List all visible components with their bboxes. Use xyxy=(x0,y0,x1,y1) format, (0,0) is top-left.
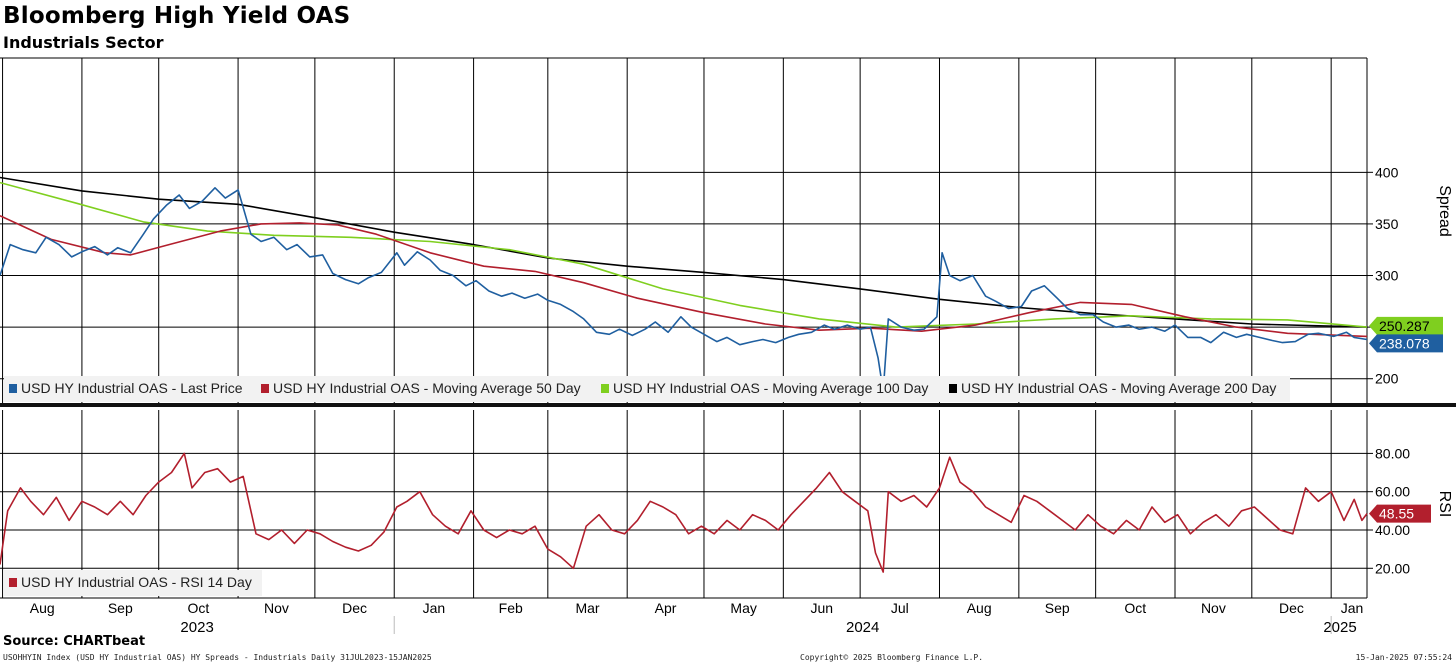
rsi-legend-label: USD HY Industrial OAS - RSI 14 Day xyxy=(21,574,252,590)
spread-legend-swatch xyxy=(949,384,957,393)
spread-value-label-text: 238.078 xyxy=(1379,335,1430,351)
spread-value-label: 238.078 xyxy=(1369,334,1443,353)
x-tick-label-month: Nov xyxy=(1201,600,1226,616)
spread-value-label-box xyxy=(1369,334,1443,353)
rsi-value-label: 48.55 xyxy=(1369,504,1431,523)
spread-legend-item: USD HY Industrial OAS - Moving Average 5… xyxy=(261,380,581,396)
spread-legend-swatch xyxy=(9,384,17,393)
x-tick-label-month: Jan xyxy=(1341,600,1364,616)
x-tick-label-year: 2023 xyxy=(180,619,213,636)
rsi-axis-title: RSI xyxy=(1436,491,1453,518)
x-tick-label-month: Apr xyxy=(655,600,677,616)
x-tick-label-month: Dec xyxy=(1279,600,1304,616)
rsi-value-label-text: 48.55 xyxy=(1379,506,1414,522)
x-tick-label-month: Dec xyxy=(342,600,367,616)
spread-legend-item: USD HY Industrial OAS - Moving Average 1… xyxy=(601,380,928,396)
spread-value-label-text: 250.287 xyxy=(1379,318,1430,334)
panel-separator xyxy=(0,403,1456,407)
x-tick-label-month: Oct xyxy=(1124,600,1146,616)
rsi-legend-swatch xyxy=(9,578,17,587)
spread-axis-title: Spread xyxy=(1436,185,1453,237)
x-tick-label-month: Nov xyxy=(264,600,289,616)
x-tick-label-month: Jan xyxy=(423,600,446,616)
x-tick-label-year: 2024 xyxy=(846,619,879,636)
spread-tick-label: 350 xyxy=(1375,216,1399,232)
spread-series-line-2 xyxy=(0,181,1368,328)
rsi-tick-label: 40.00 xyxy=(1375,522,1410,538)
x-tick-label-month: Sep xyxy=(108,600,133,616)
x-tick-label-month: Feb xyxy=(499,600,523,616)
spread-legend-swatch xyxy=(261,384,269,393)
copyright-note: Copyright© 2025 Bloomberg Finance L.P. xyxy=(800,653,984,662)
x-tick-label-month: Jul xyxy=(891,600,909,616)
spread-legend-label: USD HY Industrial OAS - Moving Average 5… xyxy=(273,380,581,396)
rsi-series-line-0 xyxy=(0,452,1368,573)
spread-value-label-box xyxy=(1369,316,1443,335)
rsi-value-label-box xyxy=(1369,504,1431,523)
x-tick-label-month: Jun xyxy=(810,600,833,616)
rsi-panel: 80.00 60.00 40.00 20.00 RSI 48.55 USD HY Indus… xyxy=(0,410,1453,598)
chart-subtitle: Industrials Sector xyxy=(3,33,164,52)
spread-legend-label: USD HY Industrial OAS - Moving Average 1… xyxy=(613,380,928,396)
chart-title: Bloomberg High Yield OAS xyxy=(3,3,351,29)
spread-series-line-0 xyxy=(0,187,1368,392)
x-tick-label-month: Aug xyxy=(30,600,55,616)
spread-legend-label: USD HY Industrial OAS - Last Price xyxy=(21,380,243,396)
timestamp: 15-Jan-2025 07:55:24 xyxy=(1355,653,1452,662)
rsi-legend-item: USD HY Industrial OAS - RSI 14 Day xyxy=(9,574,252,590)
rsi-tick-label: 20.00 xyxy=(1375,560,1410,576)
series-description: USOHHYIN Index (USD HY Industrial OAS) H… xyxy=(3,653,432,662)
spread-series-line-1 xyxy=(0,214,1368,338)
x-tick-label-year: 2025 xyxy=(1323,619,1356,636)
x-tick-label-month: Mar xyxy=(575,600,599,616)
spread-value-label: 250.287 xyxy=(1369,316,1443,335)
spread-legend-item: USD HY Industrial OAS - Moving Average 2… xyxy=(949,380,1276,396)
x-tick-label-month: Sep xyxy=(1045,600,1070,616)
spread-legend-item: USD HY Industrial OAS - Last Price xyxy=(9,380,243,396)
rsi-tick-label: 60.00 xyxy=(1375,484,1410,500)
spread-legend-label: USD HY Industrial OAS - Moving Average 2… xyxy=(961,380,1276,396)
spread-series-line-3 xyxy=(0,176,1368,328)
rsi-tick-label: 80.00 xyxy=(1375,445,1410,461)
spread-tick-label: 200 xyxy=(1375,371,1399,387)
source-note: Source: CHARTbeat xyxy=(3,634,146,649)
spread-legend-swatch xyxy=(601,384,609,393)
spread-tick-label: 400 xyxy=(1375,164,1399,180)
rsi-legend-bg xyxy=(4,570,262,596)
x-tick-label-month: May xyxy=(730,600,756,616)
spread-tick-label: 300 xyxy=(1375,268,1399,284)
x-tick-label-month: Aug xyxy=(967,600,992,616)
spread-legend-bg xyxy=(4,376,1290,402)
x-tick-label-month: Oct xyxy=(188,600,210,616)
